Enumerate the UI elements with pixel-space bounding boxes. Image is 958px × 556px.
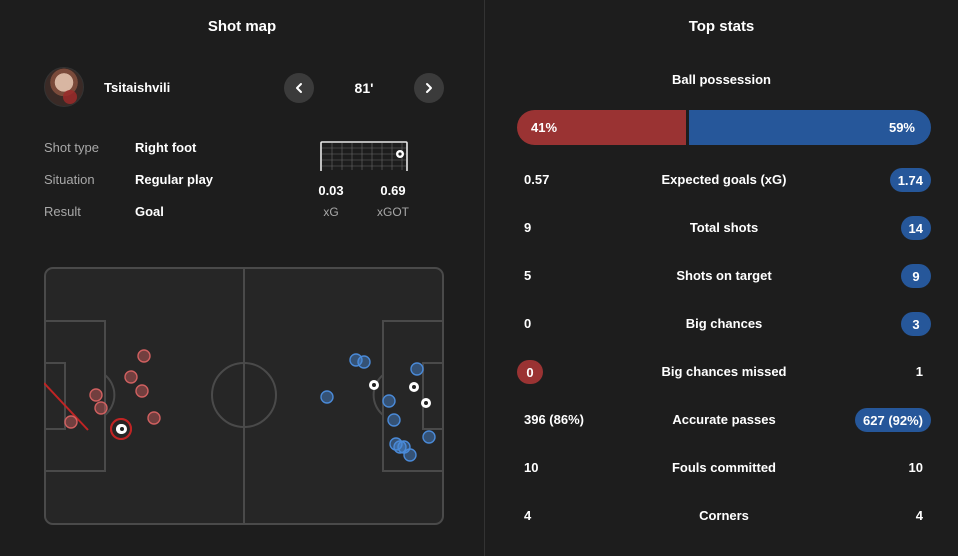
stat-label: Shots on target xyxy=(676,268,772,283)
possession-label: Ball possession xyxy=(672,72,771,87)
stat-away-value: 1.74 xyxy=(889,168,931,192)
home-shot-marker[interactable] xyxy=(137,349,151,363)
result-value: Goal xyxy=(135,204,164,219)
stat-home-value: 5 xyxy=(524,268,532,283)
away-shot-marker[interactable] xyxy=(422,430,436,444)
stat-row: Expected goals (xG) 0.57 1.74 xyxy=(517,167,931,193)
away-shot-marker[interactable] xyxy=(320,390,334,404)
stat-away-value: 9 xyxy=(901,264,931,288)
stat-row: Shots on target 5 9 xyxy=(517,263,931,289)
goal-frame-icon xyxy=(320,141,408,171)
stat-home-value: 0.57 xyxy=(524,172,550,187)
next-shot-button[interactable] xyxy=(414,73,444,103)
home-shot-marker[interactable] xyxy=(64,415,78,429)
stat-row: Accurate passes 396 (86%) 627 (92%) xyxy=(517,407,931,433)
stat-label: Big chances xyxy=(685,316,763,331)
away-shot-marker[interactable] xyxy=(382,394,396,408)
chevron-right-icon xyxy=(426,83,432,93)
stat-home-value: 10 xyxy=(524,460,539,475)
stat-row: Big chances 0 3 xyxy=(517,311,931,337)
situation-value: Regular play xyxy=(135,172,214,187)
shot-type-value: Right foot xyxy=(135,140,197,155)
stat-away-value: 14 xyxy=(900,216,931,240)
situation-label: Situation xyxy=(44,172,95,187)
home-shot-marker[interactable] xyxy=(147,411,161,425)
pitch-shot-map[interactable] xyxy=(44,267,444,525)
away-shot-marker[interactable] xyxy=(403,448,417,462)
stat-label: Expected goals (xG) xyxy=(661,172,787,187)
goal-ball-icon-center xyxy=(120,427,124,431)
xg-label: xG xyxy=(323,205,339,219)
home-shot-marker[interactable] xyxy=(124,370,138,384)
top-stats-title: Top stats xyxy=(688,18,755,35)
possession-bar: 41% 59% xyxy=(517,110,931,145)
stat-home-value: 4 xyxy=(524,508,532,523)
away-shot-marker[interactable] xyxy=(349,353,363,367)
stat-row: Corners 4 4 xyxy=(517,503,931,529)
chevron-left-icon xyxy=(296,83,302,93)
stat-away-value: 3 xyxy=(901,312,931,336)
home-shot-marker[interactable] xyxy=(135,384,149,398)
shot-type-label: Shot type xyxy=(44,140,99,155)
possession-home: 41% xyxy=(517,110,686,145)
stat-row: Big chances missed 0 1 xyxy=(517,359,931,385)
panel-divider xyxy=(484,0,485,556)
stat-label: Corners xyxy=(699,508,749,523)
home-shot-marker[interactable] xyxy=(94,401,108,415)
stat-away-value: 4 xyxy=(915,508,923,523)
away-shot-marker[interactable] xyxy=(387,413,401,427)
shot-map-title: Shot map xyxy=(207,18,277,35)
selected-shot-ring xyxy=(110,418,132,440)
away-shot-marker[interactable] xyxy=(393,440,407,454)
goal-ball-icon-center xyxy=(372,383,376,387)
shot-map-panel: Shot map Tsitaishvili 81' Shot type Righ… xyxy=(44,18,444,525)
stat-label: Fouls committed xyxy=(671,460,776,475)
stat-away-value: 1 xyxy=(915,364,923,379)
player-avatar[interactable] xyxy=(44,67,84,107)
stat-home-value: 0 xyxy=(524,316,532,331)
top-stats-panel: Top stats Ball possession 41% 59% Expect… xyxy=(485,0,958,556)
stat-home-value: 9 xyxy=(524,220,532,235)
stat-home-value: 396 (86%) xyxy=(524,412,584,427)
selected-shot-trajectory xyxy=(44,382,89,431)
xgot-label: xGOT xyxy=(377,205,409,219)
home-shot-marker[interactable] xyxy=(89,388,103,402)
away-shot-marker[interactable] xyxy=(410,362,424,376)
stat-label: Total shots xyxy=(689,220,759,235)
stat-label: Big chances missed xyxy=(661,364,787,379)
possession-away: 59% xyxy=(689,110,931,145)
result-label: Result xyxy=(44,204,81,219)
shot-minute: 81' xyxy=(354,80,374,96)
previous-shot-button[interactable] xyxy=(284,73,314,103)
stat-away-value: 627 (92%) xyxy=(855,408,931,432)
player-name[interactable]: Tsitaishvili xyxy=(104,80,171,95)
stat-home-value: 0 xyxy=(517,360,543,384)
stat-label: Accurate passes xyxy=(672,412,776,427)
stat-row: Fouls committed 10 10 xyxy=(517,455,931,481)
goal-ball-icon-center xyxy=(424,401,428,405)
xgot-value: 0.69 xyxy=(380,183,406,198)
stat-row: Total shots 9 14 xyxy=(517,215,931,241)
away-shot-marker[interactable] xyxy=(357,355,371,369)
goal-ball-icon-center xyxy=(412,385,416,389)
xg-value: 0.03 xyxy=(318,183,344,198)
stat-away-value: 10 xyxy=(908,460,923,475)
